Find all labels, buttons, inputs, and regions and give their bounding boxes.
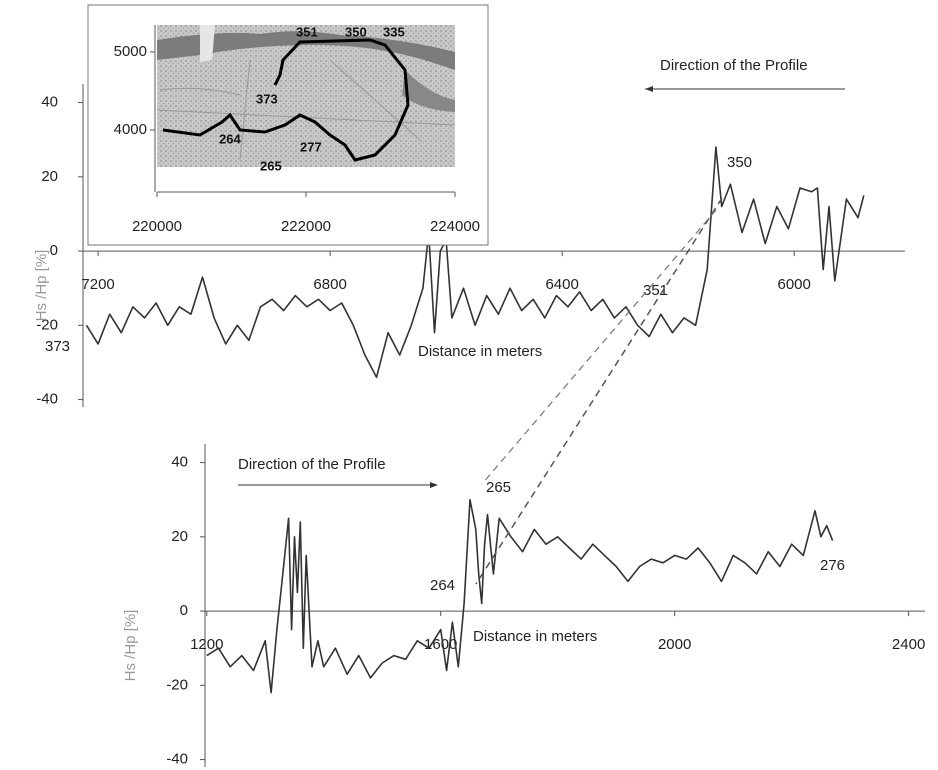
y-axis-label: Hs /Hp [%]: [122, 610, 139, 682]
y-tick-label: 40: [171, 454, 188, 471]
y-tick-label: 0: [180, 602, 188, 619]
y-tick-label: 40: [41, 94, 58, 111]
map-label: 265: [260, 158, 282, 173]
figure: 40 20 0 -20 -40 7200 6800 6400 6000 Distance in m…: [0, 0, 938, 770]
map-label: 351: [296, 24, 318, 39]
y-tick-label: 20: [41, 168, 58, 185]
map-x-tick-label: 224000: [430, 218, 480, 235]
point-label: 276: [820, 557, 845, 574]
map-x-tick-label: 222000: [281, 218, 331, 235]
inset-map: 220000 222000 224000 4000 5000 351 350 335 373 26…: [88, 5, 488, 245]
map-x-tick-label: 220000: [132, 218, 182, 235]
annotation: Direction of the Profile: [238, 456, 386, 473]
point-label: 373: [45, 338, 70, 355]
connector: [476, 198, 722, 584]
annotation: Direction of the Profile: [660, 57, 808, 74]
direction-arrow-head: [430, 482, 438, 488]
x-axis-label: Distance in meters: [473, 628, 597, 645]
bottom-profile: 40 20 0 -20 -40 1200 1600 2000 2400 Distance in m…: [122, 444, 925, 768]
x-axis-label: Distance in meters: [418, 343, 542, 360]
y-axis-label: Hs /Hp [%]: [33, 250, 50, 322]
y-tick-label: -40: [36, 391, 58, 408]
map-y-tick-label: 4000: [114, 121, 147, 138]
map-label: 335: [383, 24, 405, 39]
x-tick-label: 2000: [658, 636, 691, 653]
y-tick-label: -40: [166, 751, 188, 768]
x-tick-label: 1200: [190, 636, 223, 653]
x-tick-label: 6800: [313, 276, 346, 293]
map-label: 264: [219, 131, 241, 146]
x-tick-label: 7200: [81, 276, 114, 293]
x-tick-label: 1600: [424, 636, 457, 653]
point-label: 351: [643, 282, 668, 299]
data-line: [207, 500, 833, 693]
map-label: 373: [256, 91, 278, 106]
point-label: 350: [727, 154, 752, 171]
point-label: 264: [430, 577, 455, 594]
y-tick-label: 0: [50, 242, 58, 259]
map-y-tick-label: 5000: [114, 43, 147, 60]
direction-arrow-head: [645, 86, 653, 92]
y-tick-label: -20: [166, 676, 188, 693]
point-label: 265: [486, 479, 511, 496]
x-tick-label: 2400: [892, 636, 925, 653]
map-label: 350: [345, 24, 367, 39]
x-tick-label: 6000: [778, 276, 811, 293]
y-tick-label: 20: [171, 528, 188, 545]
x-tick-label: 6400: [545, 276, 578, 293]
map-label: 277: [300, 139, 322, 154]
